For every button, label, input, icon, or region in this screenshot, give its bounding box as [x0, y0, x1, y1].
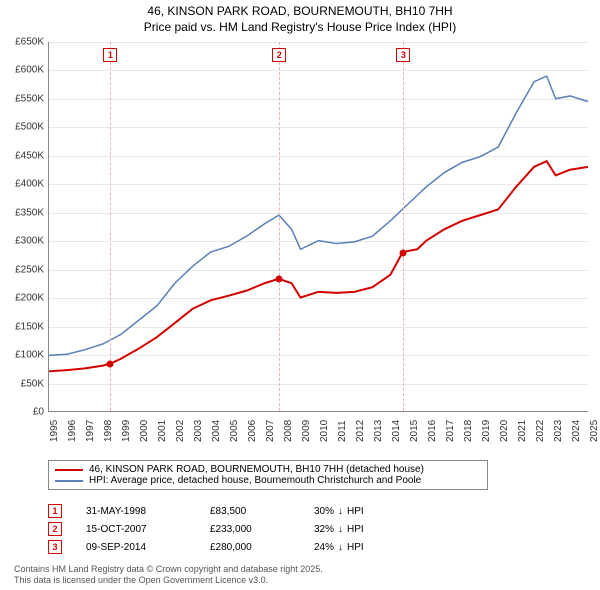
sale-dot [400, 249, 407, 256]
legend-swatch [55, 469, 83, 471]
chart-title: 46, KINSON PARK ROAD, BOURNEMOUTH, BH10 … [0, 0, 600, 35]
y-tick-label: £50K [0, 378, 44, 389]
sale-delta-suffix: HPI [347, 542, 364, 553]
y-tick-label: £600K [0, 65, 44, 76]
sale-delta: 24% ↓ HPI [314, 542, 404, 553]
legend-item: 46, KINSON PARK ROAD, BOURNEMOUTH, BH10 … [55, 464, 481, 475]
sale-badge: 3 [48, 540, 62, 554]
y-tick-label: £500K [0, 122, 44, 133]
sale-row: 3 09-SEP-2014 £280,000 24% ↓ HPI [48, 538, 404, 556]
sale-price: £233,000 [210, 524, 290, 535]
sale-badge: 2 [48, 522, 62, 536]
line-series [49, 42, 588, 411]
y-tick-label: £300K [0, 236, 44, 247]
sale-row: 1 31-MAY-1998 £83,500 30% ↓ HPI [48, 502, 404, 520]
legend-label: 46, KINSON PARK ROAD, BOURNEMOUTH, BH10 … [89, 464, 424, 475]
sale-price: £83,500 [210, 506, 290, 517]
y-tick-label: £450K [0, 150, 44, 161]
sale-badge: 1 [48, 504, 62, 518]
title-line1: 46, KINSON PARK ROAD, BOURNEMOUTH, BH10 … [0, 4, 600, 20]
sale-delta-pct: 30% [314, 506, 334, 517]
sale-date: 15-OCT-2007 [86, 524, 186, 535]
series-subject [49, 161, 588, 371]
marker-badge: 1 [103, 48, 117, 62]
sale-dot [276, 276, 283, 283]
marker-line [110, 42, 111, 411]
y-tick-label: £150K [0, 321, 44, 332]
footer-line2: This data is licensed under the Open Gov… [14, 575, 323, 586]
y-tick-label: £200K [0, 293, 44, 304]
sale-price: £280,000 [210, 542, 290, 553]
sale-date: 31-MAY-1998 [86, 506, 186, 517]
sale-delta: 32% ↓ HPI [314, 524, 404, 535]
sale-delta-pct: 32% [314, 524, 334, 535]
arrow-down-icon: ↓ [338, 524, 343, 535]
y-tick-label: £400K [0, 179, 44, 190]
legend: 46, KINSON PARK ROAD, BOURNEMOUTH, BH10 … [48, 460, 488, 490]
marker-line [279, 42, 280, 411]
sale-delta: 30% ↓ HPI [314, 506, 404, 517]
figure: 46, KINSON PARK ROAD, BOURNEMOUTH, BH10 … [0, 0, 600, 590]
arrow-down-icon: ↓ [338, 542, 343, 553]
sales-table: 1 31-MAY-1998 £83,500 30% ↓ HPI 2 15-OCT-2007 £2… [48, 502, 404, 556]
marker-line [403, 42, 404, 411]
y-tick-label: £350K [0, 207, 44, 218]
y-tick-label: £550K [0, 93, 44, 104]
sale-row: 2 15-OCT-2007 £233,000 32% ↓ HPI [48, 520, 404, 538]
plot-area: 123 199519961997199819992000200120022003… [48, 42, 588, 412]
sale-delta-suffix: HPI [347, 506, 364, 517]
y-tick-label: £250K [0, 264, 44, 275]
legend-item: HPI: Average price, detached house, Bour… [55, 475, 481, 486]
y-tick-label: £100K [0, 350, 44, 361]
legend-label: HPI: Average price, detached house, Bour… [89, 475, 421, 486]
sale-delta-pct: 24% [314, 542, 334, 553]
title-line2: Price paid vs. HM Land Registry's House … [0, 20, 600, 36]
arrow-down-icon: ↓ [338, 506, 343, 517]
sale-dot [107, 361, 114, 368]
sale-delta-suffix: HPI [347, 524, 364, 535]
y-tick-label: £650K [0, 37, 44, 48]
y-tick-label: £0 [0, 407, 44, 418]
marker-badge: 3 [396, 48, 410, 62]
series-hpi [49, 76, 588, 355]
sale-date: 09-SEP-2014 [86, 542, 186, 553]
footer: Contains HM Land Registry data © Crown c… [14, 564, 323, 587]
legend-swatch [55, 480, 83, 482]
footer-line1: Contains HM Land Registry data © Crown c… [14, 564, 323, 575]
marker-badge: 2 [272, 48, 286, 62]
